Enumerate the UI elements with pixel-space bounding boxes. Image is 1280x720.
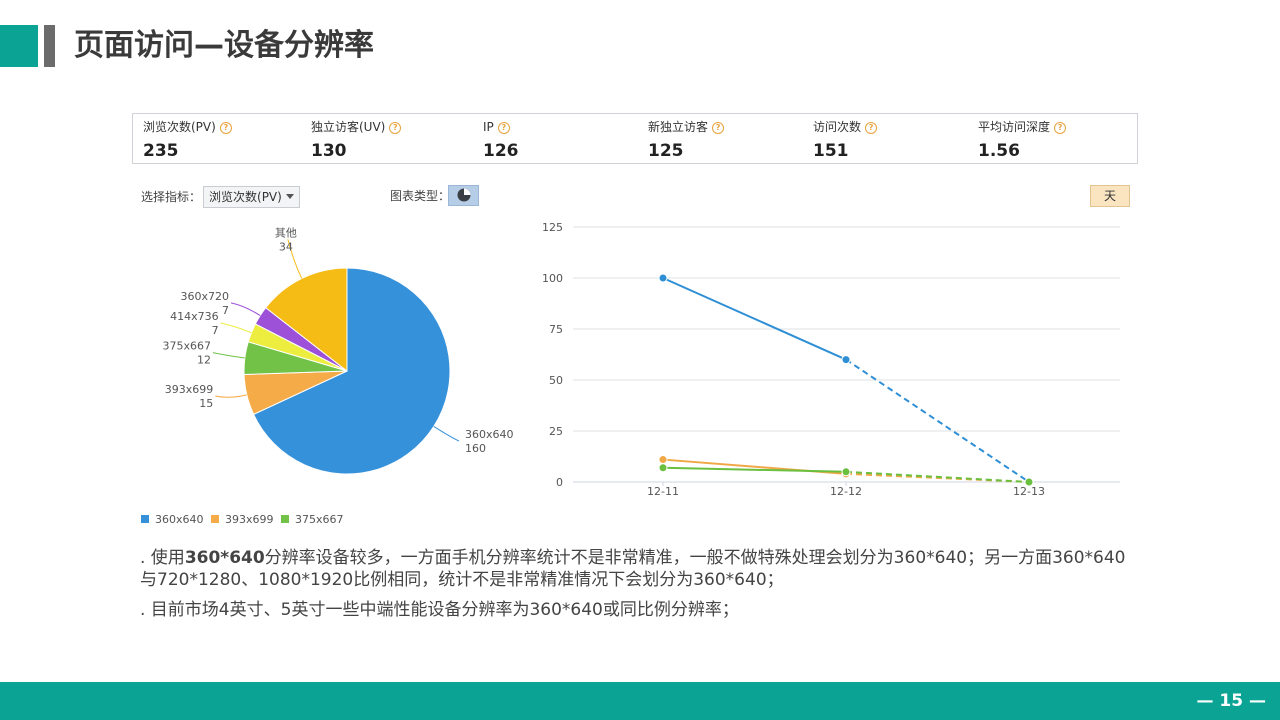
note-highlight: 360*640 — [184, 548, 265, 568]
pie-slice-label: 360x720 — [180, 290, 229, 303]
legend-swatch — [281, 515, 289, 523]
pie-slice-label: 393x699 — [165, 383, 214, 396]
chart-type-button[interactable] — [448, 185, 479, 206]
pie-leader-line — [287, 239, 303, 279]
y-tick-label: 25 — [549, 425, 563, 438]
pie-chart-icon — [457, 188, 471, 202]
page-title: 页面访问—设备分辨率 — [74, 28, 374, 63]
data-point — [658, 273, 668, 283]
pie-slice — [252, 267, 451, 475]
chart-type-row: 图表类型： — [390, 185, 479, 206]
y-tick-label: 50 — [549, 374, 563, 387]
y-tick-label: 125 — [542, 221, 563, 234]
legend-label: 393x699 — [225, 513, 274, 526]
note-prefix: . 使用 — [140, 548, 185, 568]
note-item: . 使用360*640分辨率设备较多，一方面手机分辨率统计不是非常精准，一般不做… — [140, 547, 1140, 591]
help-icon[interactable]: ? — [1054, 122, 1067, 134]
series-line-segment — [845, 358, 1030, 483]
metric-label: 选择指标： — [141, 190, 202, 204]
pie-slice-value: 7 — [222, 304, 229, 317]
pie-slice-label: 其他 — [275, 226, 297, 239]
pie-slice-label: 360x640 — [465, 428, 514, 441]
stat-label: 平均访问深度 — [978, 120, 1051, 134]
stat-label: IP — [483, 120, 494, 134]
y-tick-label: 75 — [549, 323, 563, 336]
stat-label: 独立访客(UV) — [311, 120, 386, 134]
data-point — [841, 467, 851, 477]
stat-pv: 浏览次数(PV)? 235 — [143, 119, 232, 162]
x-tick-label: 12-11 — [647, 485, 679, 498]
data-point — [658, 455, 668, 465]
pie-leader-line — [215, 394, 247, 398]
note-item: . 目前市场4英寸、5英寸一些中端性能设备分辨率为360*640或同比例分辨率； — [140, 599, 1140, 621]
help-icon[interactable]: ? — [865, 122, 878, 134]
granularity-day-button[interactable]: 天 — [1090, 185, 1130, 207]
legend-label: 375x667 — [295, 513, 344, 526]
legend-swatch — [211, 515, 219, 523]
stats-panel: 浏览次数(PV)? 235 独立访客(UV)? 130 IP? 126 新独立访… — [132, 113, 1138, 164]
metric-dropdown-value: 浏览次数(PV) — [209, 190, 282, 204]
help-icon[interactable]: ? — [389, 122, 402, 134]
pie-slice-value: 15 — [199, 397, 213, 410]
pie-leader-line — [220, 322, 252, 334]
chevron-down-icon — [285, 194, 294, 199]
stat-value: 126 — [483, 141, 519, 161]
pie-leader-line — [230, 302, 261, 316]
stat-value: 235 — [143, 141, 179, 161]
data-point — [841, 355, 851, 365]
stat-value: 151 — [813, 141, 849, 161]
stat-avg-depth: 平均访问深度? 1.56 — [978, 119, 1067, 162]
title-accent-bar — [0, 25, 38, 67]
legend-swatch — [141, 515, 149, 523]
x-tick-label: 12-13 — [1013, 485, 1045, 498]
pie-slice-value: 34 — [279, 240, 293, 253]
help-icon[interactable]: ? — [497, 122, 510, 134]
title-accent-bar-secondary — [44, 25, 55, 67]
pie-slice-label: 375x667 — [162, 340, 211, 353]
stat-value: 130 — [311, 141, 347, 161]
note-text: . 目前市场4英寸、5英寸一些中端性能设备分辨率为360*640或同比例分辨率； — [140, 600, 739, 620]
stat-new-visitors: 新独立访客? 125 — [648, 119, 725, 162]
stat-label: 访问次数 — [813, 120, 862, 134]
data-point — [658, 463, 668, 473]
stat-value: 1.56 — [978, 141, 1020, 161]
stat-uv: 独立访客(UV)? 130 — [311, 119, 402, 162]
stat-visits: 访问次数? 151 — [813, 119, 878, 162]
stat-label: 新独立访客 — [648, 120, 709, 134]
note-text: 分辨率设备较多，一方面手机分辨率统计不是非常精准，一般不做特殊处理会划分为360… — [140, 548, 1126, 590]
pie-leader-line — [433, 426, 460, 442]
legend-label: 360x640 — [155, 513, 204, 526]
series-line-segment — [845, 470, 1030, 483]
series-line-segment — [662, 466, 847, 473]
pie-slice-value: 12 — [197, 354, 211, 367]
pie-slice-label: 414x736 — [170, 310, 219, 323]
data-point — [1024, 477, 1034, 487]
pie-slice-value: 160 — [465, 442, 486, 455]
pie-leader-line — [212, 352, 245, 359]
page-number: — 15 — — [1196, 691, 1267, 711]
chart-type-label: 图表类型： — [390, 189, 451, 203]
stat-value: 125 — [648, 141, 684, 161]
y-tick-label: 100 — [542, 272, 563, 285]
metric-dropdown[interactable]: 浏览次数(PV) — [203, 186, 300, 208]
notes: . 使用360*640分辨率设备较多，一方面手机分辨率统计不是非常精准，一般不做… — [140, 547, 1140, 629]
stat-label: 浏览次数(PV) — [143, 120, 216, 134]
stat-ip: IP? 126 — [483, 119, 519, 162]
metric-selector-row: 选择指标： 浏览次数(PV) — [141, 186, 300, 208]
series-line-segment — [662, 277, 847, 361]
help-icon[interactable]: ? — [219, 122, 232, 134]
footer-bar: — 15 — — [0, 682, 1280, 720]
pie-slice-value: 7 — [212, 324, 219, 337]
help-icon[interactable]: ? — [712, 122, 725, 134]
x-tick-label: 12-12 — [830, 485, 862, 498]
y-tick-label: 0 — [556, 476, 563, 489]
